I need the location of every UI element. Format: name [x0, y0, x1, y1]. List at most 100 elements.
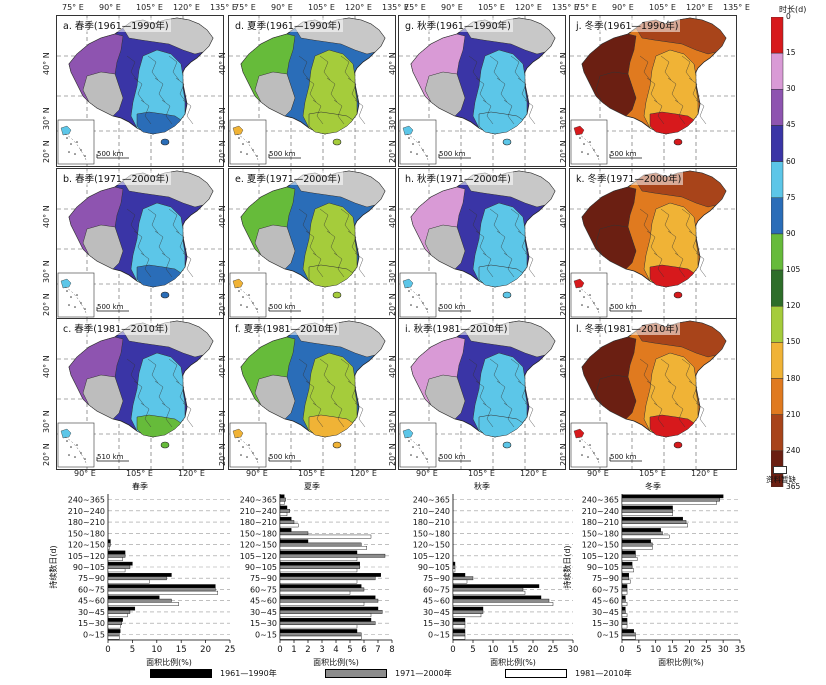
- longitude-label: 135° E: [552, 3, 579, 12]
- legend-swatch: [771, 305, 784, 343]
- latitude-label: 20° N: [42, 140, 51, 163]
- x-axis-label: 面积比例(%): [490, 657, 536, 667]
- map-panel-spring-3: c. 春季(1981—2010年) 510 km: [56, 318, 224, 470]
- latitude-label: 20° N: [218, 140, 227, 163]
- legend-swatch: [771, 269, 784, 307]
- bar: [279, 553, 386, 558]
- bar: [621, 528, 661, 532]
- legend-swatch: [771, 233, 784, 271]
- legend-tick: 45: [786, 120, 796, 130]
- latitude-label: 40° N: [42, 205, 51, 228]
- category-label: 15~30: [592, 619, 619, 628]
- latitude-label: 40° N: [559, 205, 568, 228]
- season-label: 夏季: [304, 482, 320, 491]
- longitude-label: 120° E: [686, 3, 713, 12]
- legend-tick: 75: [786, 192, 796, 202]
- category-label: 45~60: [250, 597, 277, 606]
- bar: [279, 550, 358, 555]
- longitude-label: 90° E: [99, 3, 121, 12]
- bar: [107, 553, 126, 558]
- bar: [107, 624, 121, 629]
- bar: [452, 629, 466, 633]
- x-tick-label: 3: [319, 645, 324, 655]
- legend-swatch: [771, 89, 784, 126]
- bar: [621, 550, 636, 555]
- x-tick-label: 0: [450, 645, 455, 655]
- longitude-label: 120° E: [520, 469, 547, 478]
- category-label: 180~210: [582, 518, 619, 527]
- china-map: [57, 169, 223, 319]
- series-swatch: [325, 669, 387, 678]
- china-map: [570, 319, 736, 469]
- bar: [452, 579, 468, 584]
- bar: [621, 516, 683, 521]
- bar-chart-3: 0~15 15~30 30~45 45~60 60~75 75~90 90~105 105~1…: [413, 494, 578, 667]
- longitude-label: 75° E: [404, 3, 426, 12]
- china-map: [570, 169, 736, 319]
- bar: [621, 598, 626, 603]
- bar: [621, 629, 635, 633]
- panel-label: i. 秋季(1981—2010年): [403, 321, 510, 335]
- china-map: [57, 319, 223, 469]
- latitude-label: 30° N: [559, 107, 568, 130]
- bar: [279, 613, 372, 618]
- x-tick-label: 20: [200, 645, 211, 655]
- longitude-label: 105° E: [468, 469, 495, 478]
- china-map: [570, 16, 736, 166]
- x-tick-label: 35: [735, 645, 746, 655]
- legend-tick: 120: [786, 301, 801, 311]
- map-panel-winter-3: l. 冬季(1981—2010年) 500 km: [569, 318, 737, 470]
- map-panel-autumn-1: g. 秋季(1961—1990年) 500 km: [398, 15, 566, 167]
- legend-tick: 0: [786, 12, 791, 21]
- legend-colorbar: [771, 17, 784, 487]
- longitude-label: 90° E: [416, 469, 438, 478]
- legend-title: 时长(d): [779, 5, 807, 14]
- x-tick-label: 5: [130, 645, 135, 655]
- y-axis-label: 持续数日(d): [48, 545, 58, 588]
- bar: [107, 595, 160, 600]
- category-label: 210~240: [68, 507, 105, 516]
- bar: [107, 568, 126, 573]
- longitude-label: 135° E: [210, 3, 237, 12]
- bar: [107, 635, 120, 640]
- bar: [452, 610, 484, 614]
- longitude-label: 120° E: [691, 469, 718, 478]
- category-label: 75~90: [78, 574, 105, 583]
- latitude-label: 40° N: [559, 52, 568, 75]
- bar-chart-1: 0~15 15~30 30~45 45~60 60~75 75~90 90~105 105~1…: [48, 494, 235, 667]
- scale-bar-label: 500 km: [439, 150, 466, 158]
- x-tick-label: 5: [347, 645, 352, 655]
- map-panel-spring-1: a. 春季(1961—1990年) 500 km: [56, 15, 224, 167]
- x-tick-label: 15: [667, 645, 678, 655]
- longitude-label: 90° E: [441, 3, 463, 12]
- bar: [279, 584, 362, 589]
- x-axis-label: 面积比例(%): [313, 657, 359, 667]
- bar: [279, 523, 299, 528]
- bar: [279, 565, 361, 569]
- map-panel-summer-3: f. 夏季(1981—2010年) 500 km: [228, 318, 396, 470]
- panel-label: e. 夏季(1971—2000年): [233, 171, 343, 185]
- latitude-label: 20° N: [42, 293, 51, 316]
- longitude-label: 90° E: [587, 469, 609, 478]
- legend-swatch: [771, 17, 784, 54]
- bar: [621, 508, 673, 513]
- bar: [621, 610, 626, 614]
- bar: [279, 528, 292, 532]
- series-name: 1981—2010年: [575, 669, 632, 678]
- category-label: 240~365: [582, 496, 619, 505]
- x-tick-label: 5: [636, 645, 641, 655]
- category-label: 180~210: [413, 518, 450, 527]
- season-label: 秋季: [474, 482, 490, 491]
- bar: [621, 573, 629, 577]
- latitude-label: 40° N: [218, 355, 227, 378]
- scale-bar-label: 500 km: [97, 150, 124, 158]
- bar: [107, 617, 123, 622]
- bar: [452, 565, 456, 569]
- bar: [621, 617, 628, 622]
- category-label: 90~105: [73, 563, 105, 572]
- latitude-label: 30° N: [559, 410, 568, 433]
- category-label: 75~90: [423, 574, 450, 583]
- bar: [107, 539, 111, 544]
- season-label: 春季: [132, 482, 148, 491]
- longitude-label: 120° E: [173, 3, 200, 12]
